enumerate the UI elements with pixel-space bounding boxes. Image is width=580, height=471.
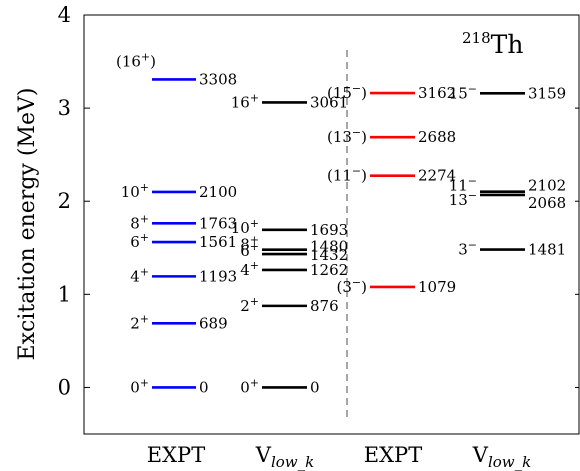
level-energy-label: 3159 [528, 84, 566, 102]
level-spin-label: 16+ [231, 91, 259, 111]
level-energy-label: 2068 [528, 194, 566, 212]
level-spin-label: 8+ [240, 234, 259, 254]
y-axis-label: Excitation energy (MeV) [15, 88, 40, 361]
level-energy-label: 2102 [528, 177, 566, 195]
y-tick-label: 3 [58, 96, 71, 120]
level-energy-label: 1763 [199, 214, 237, 232]
nucleus-mass: 218 [462, 29, 491, 47]
level-energy-label: 2100 [199, 183, 237, 201]
level-energy-label: 1193 [199, 267, 237, 285]
column-labels: EXPT Vlow_k EXPT Vlow_k [147, 443, 531, 471]
level-energy-label: 1432 [310, 246, 348, 264]
level-spin-label: 0+ [240, 376, 259, 396]
level-spin-label: 6+ [240, 240, 259, 260]
level-spin-label: (3−) [337, 276, 367, 296]
level-spin-label: 11− [449, 175, 477, 195]
level-spin-label: 4+ [130, 265, 149, 285]
y-tick-label: 1 [58, 282, 71, 306]
level-energy-label: 0 [310, 378, 320, 396]
level-spin-label: 13− [449, 189, 477, 209]
level-spin-label: (11−) [327, 165, 367, 185]
level-spin-label: 15− [449, 82, 477, 102]
y-tick-label: 0 [58, 375, 71, 399]
level-spin-label: (16+) [116, 50, 156, 70]
level-spin-label: 8+ [130, 212, 149, 232]
level-spin-label: 2+ [130, 312, 149, 332]
level-spin-label: (15−) [327, 82, 367, 102]
level-energy-label: 2274 [418, 167, 456, 185]
plot-frame [83, 14, 580, 435]
y-axis-ticks: 0 1 2 3 4 [58, 3, 579, 399]
level-energy-label: 3308 [199, 70, 237, 88]
level-spin-label: 4+ [240, 259, 259, 279]
level-energy-label: 1561 [199, 233, 237, 251]
nucleus-label: 218Th [462, 29, 523, 59]
level-spin-label: 3− [458, 239, 477, 259]
column-label: Vlow_k [255, 443, 314, 471]
column-label: EXPT [147, 443, 205, 467]
level-spin-label: 6+ [130, 231, 149, 251]
level-energy-label: 3162 [418, 84, 456, 102]
level-spin-label: 10+ [231, 217, 259, 237]
level-energy-label: 1480 [310, 238, 348, 256]
level-energy-label: 689 [199, 314, 228, 332]
level-energy-label: 3061 [310, 93, 348, 111]
level-energy-label: 0 [199, 378, 209, 396]
level-energy-label: 876 [310, 297, 339, 315]
y-tick-label: 2 [58, 189, 71, 213]
column-label: EXPT [364, 443, 422, 467]
level-energy-label: 1262 [310, 261, 348, 279]
level-spin-label: (13−) [327, 126, 367, 146]
level-energy-label: 1693 [310, 221, 348, 239]
level-spin-label: 0+ [130, 376, 149, 396]
level-spin-label: 10+ [121, 181, 149, 201]
level-energy-label: 1481 [528, 241, 566, 259]
column-label: Vlow_k [472, 443, 531, 471]
level-spin-label: 2+ [240, 295, 259, 315]
level-energy-label: 2688 [418, 128, 456, 146]
level-energy-label: 1079 [418, 278, 456, 296]
nucleus-symbol: Th [491, 30, 524, 59]
y-tick-label: 4 [58, 3, 71, 27]
